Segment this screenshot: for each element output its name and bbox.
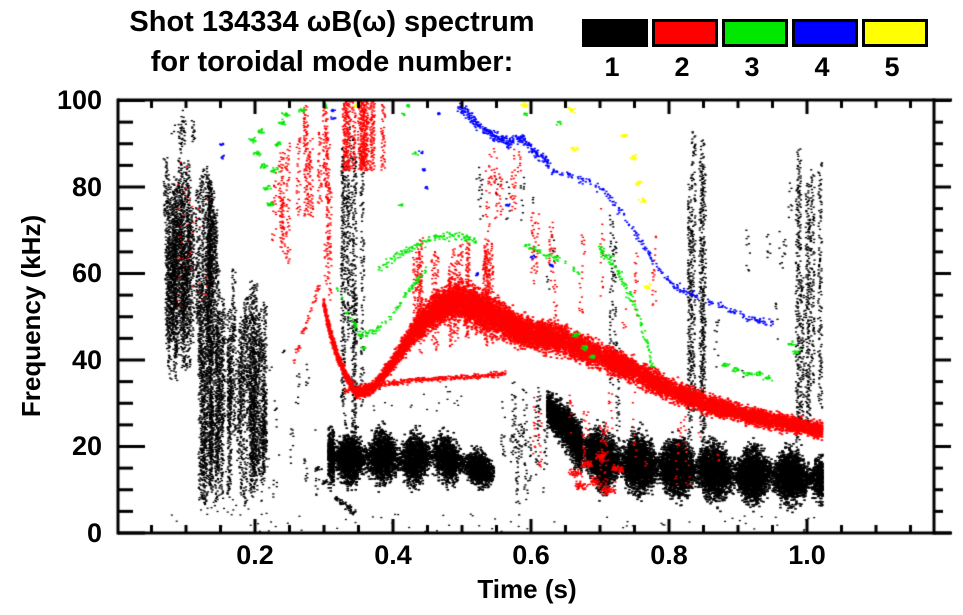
x-tick-label-06: 0.6 bbox=[512, 540, 550, 570]
legend-label-n2: 2 bbox=[674, 52, 690, 82]
x-axis-title: Time (s) bbox=[477, 574, 577, 604]
legend-label-n5: 5 bbox=[884, 52, 900, 82]
legend-label-n3: 3 bbox=[744, 52, 760, 82]
legend-label-n4: 4 bbox=[814, 52, 830, 82]
y-tick-label-0: 0 bbox=[86, 518, 102, 548]
figure-title-line2: for toroidal mode number: bbox=[150, 46, 514, 78]
figure-title-line1: Shot 134334 ωB(ω) spectrum bbox=[129, 6, 535, 38]
legend-swatch-n2 bbox=[652, 19, 718, 47]
legend-swatch-n1 bbox=[582, 19, 648, 47]
y-tick-label-60: 60 bbox=[71, 258, 102, 288]
legend-swatch-n5 bbox=[862, 19, 928, 47]
y-tick-label-20: 20 bbox=[71, 431, 102, 461]
x-tick-label-04: 0.4 bbox=[374, 540, 412, 570]
y-tick-label-80: 80 bbox=[71, 172, 102, 202]
legend-label-n1: 1 bbox=[604, 52, 620, 82]
y-axis-title: Frequency (kHz) bbox=[16, 214, 46, 418]
y-tick-label-100: 100 bbox=[56, 85, 102, 115]
legend-swatch-n4 bbox=[792, 19, 858, 47]
legend-swatch-n3 bbox=[722, 19, 788, 47]
x-tick-label-08: 0.8 bbox=[650, 540, 688, 570]
x-tick-label-10: 1.0 bbox=[788, 540, 826, 570]
y-tick-label-40: 40 bbox=[71, 345, 102, 375]
x-tick-label-02: 0.2 bbox=[236, 540, 274, 570]
